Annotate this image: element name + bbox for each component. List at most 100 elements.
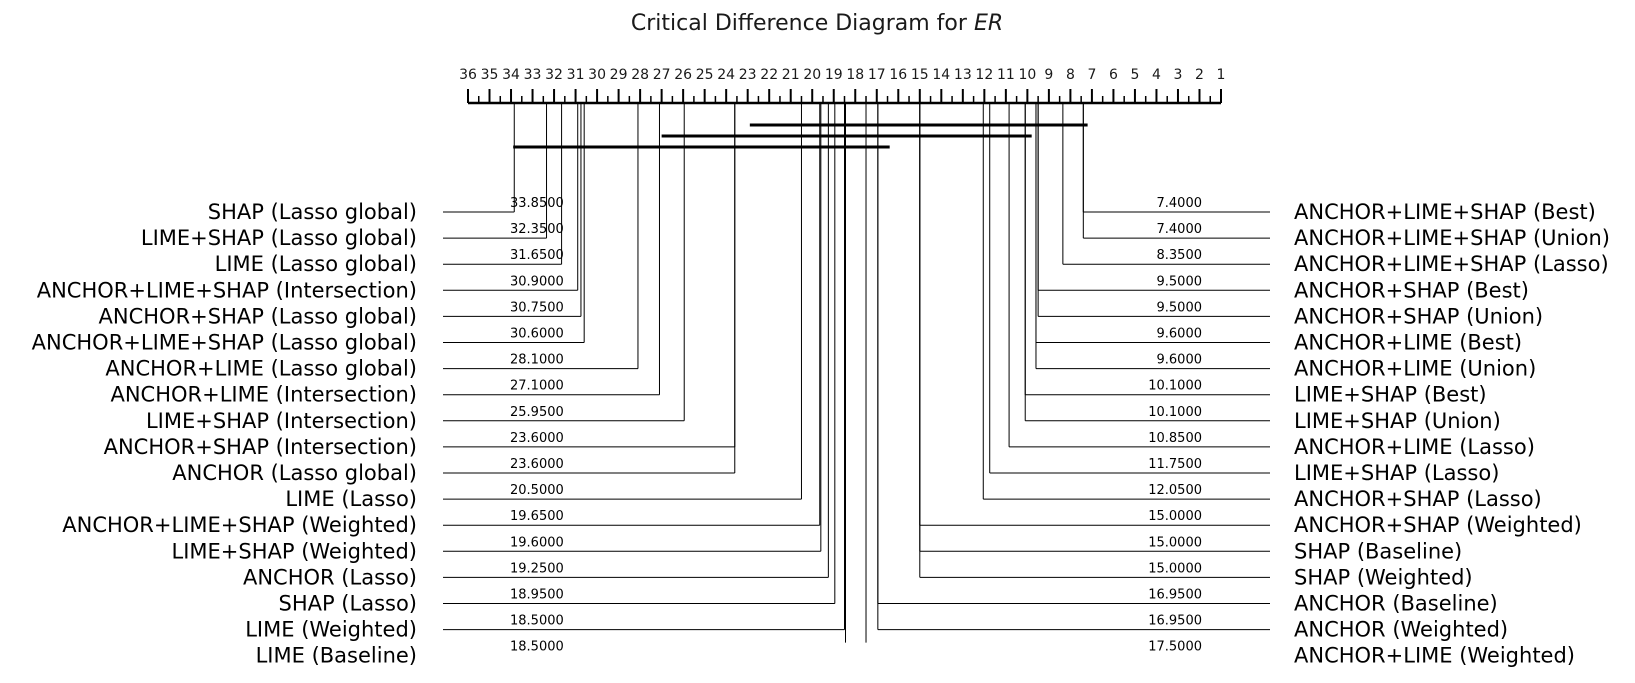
right-method-label: SHAP (Baseline) bbox=[1294, 539, 1462, 563]
left-method-label: ANCHOR (Lasso global) bbox=[172, 461, 417, 485]
right-method-label: LIME+SHAP (Union) bbox=[1294, 409, 1501, 433]
left-method-label: LIME (Lasso) bbox=[285, 487, 417, 511]
left-rank-label: 30.9000 bbox=[510, 274, 564, 289]
left-method-label: LIME (Baseline) bbox=[256, 644, 417, 668]
right-method-label: ANCHOR+LIME (Lasso) bbox=[1294, 435, 1535, 459]
axis-tick-label: 16 bbox=[889, 67, 907, 83]
left-method-label: ANCHOR+LIME+SHAP (Weighted) bbox=[62, 513, 417, 537]
axis-tick-label: 12 bbox=[975, 67, 993, 83]
right-method-label: ANCHOR+SHAP (Lasso) bbox=[1294, 487, 1542, 511]
left-rank-label: 18.5000 bbox=[510, 640, 564, 655]
left-rank-label: 32.3500 bbox=[510, 222, 564, 237]
left-rank-label: 23.6000 bbox=[510, 431, 564, 446]
right-method-label: ANCHOR+LIME (Union) bbox=[1294, 357, 1536, 381]
axis-tick-label: 22 bbox=[760, 67, 778, 83]
right-method-label: ANCHOR (Weighted) bbox=[1294, 618, 1508, 642]
right-rank-label: 15.0000 bbox=[1148, 509, 1202, 524]
right-rank-label: 10.8500 bbox=[1148, 431, 1202, 446]
left-rank-label: 30.7500 bbox=[510, 300, 564, 315]
right-rank-label: 17.5000 bbox=[1148, 640, 1202, 655]
left-rank-label: 19.2500 bbox=[510, 561, 564, 576]
axis-tick-label: 33 bbox=[524, 67, 542, 83]
right-rank-label: 10.1000 bbox=[1148, 405, 1202, 420]
axis-tick-label: 10 bbox=[1018, 67, 1036, 83]
chart-title: Critical Difference Diagram for ER bbox=[631, 11, 1003, 36]
axis-tick-label: 21 bbox=[782, 67, 800, 83]
left-method-label: ANCHOR+LIME (Intersection) bbox=[110, 383, 417, 407]
axis-tick-label: 35 bbox=[481, 67, 499, 83]
right-rank-label: 7.4000 bbox=[1157, 222, 1203, 237]
left-rank-label: 19.6000 bbox=[510, 535, 564, 550]
left-method-label: LIME+SHAP (Weighted) bbox=[172, 539, 418, 563]
right-rank-label: 9.5000 bbox=[1157, 300, 1203, 315]
axis-tick-label: 20 bbox=[803, 67, 821, 83]
right-method-label: ANCHOR+LIME+SHAP (Lasso) bbox=[1294, 252, 1609, 276]
left-method-label: ANCHOR+SHAP (Intersection) bbox=[104, 435, 417, 459]
left-rank-label: 33.8500 bbox=[510, 196, 564, 211]
right-rank-label: 16.9500 bbox=[1148, 588, 1202, 603]
left-rank-label: 27.1000 bbox=[510, 379, 564, 394]
axis-tick-label: 3 bbox=[1174, 67, 1183, 83]
right-method-label: ANCHOR+LIME (Best) bbox=[1294, 331, 1522, 355]
axis-tick-label: 17 bbox=[868, 67, 886, 83]
axis-tick-label: 29 bbox=[610, 67, 628, 83]
left-rank-label: 23.6000 bbox=[510, 457, 564, 472]
right-rank-label: 8.3500 bbox=[1157, 248, 1203, 263]
left-rank-label: 31.6500 bbox=[510, 248, 564, 263]
left-method-label: SHAP (Lasso global) bbox=[208, 200, 417, 224]
left-method-label: ANCHOR+LIME (Lasso global) bbox=[105, 357, 417, 381]
axis-tick-label: 26 bbox=[674, 67, 692, 83]
axis-tick-label: 23 bbox=[739, 67, 757, 83]
axis-tick-label: 7 bbox=[1087, 67, 1096, 83]
left-methods: SHAP (Lasso global) 33.8500 LIME+SHAP (Las… bbox=[32, 103, 846, 668]
axis-tick-label: 14 bbox=[932, 67, 950, 83]
right-method-label: ANCHOR (Baseline) bbox=[1294, 592, 1498, 616]
axis-tick-label: 25 bbox=[696, 67, 714, 83]
right-method-label: ANCHOR+SHAP (Weighted) bbox=[1294, 513, 1582, 537]
axis-tick-label: 8 bbox=[1066, 67, 1075, 83]
right-rank-label: 12.0500 bbox=[1148, 483, 1202, 498]
left-method-label: LIME+SHAP (Lasso global) bbox=[141, 226, 417, 250]
right-rank-label: 7.4000 bbox=[1157, 196, 1203, 211]
axis-tick-label: 27 bbox=[653, 67, 671, 83]
left-method-label: LIME (Lasso global) bbox=[215, 252, 417, 276]
left-rank-label: 19.6500 bbox=[510, 509, 564, 524]
right-rank-label: 15.0000 bbox=[1148, 561, 1202, 576]
axis-tick-label: 28 bbox=[631, 67, 649, 83]
axis-tick-label: 15 bbox=[911, 67, 929, 83]
right-rank-label: 15.0000 bbox=[1148, 535, 1202, 550]
right-method-label: SHAP (Weighted) bbox=[1294, 565, 1473, 589]
right-method-label: ANCHOR+LIME (Weighted) bbox=[1294, 644, 1575, 668]
left-method-label: ANCHOR+LIME+SHAP (Lasso global) bbox=[32, 331, 417, 355]
axis-tick-label: 13 bbox=[954, 67, 972, 83]
axis-tick-label: 2 bbox=[1195, 67, 1204, 83]
left-method-label: ANCHOR+SHAP (Lasso global) bbox=[99, 304, 417, 328]
right-rank-label: 10.1000 bbox=[1148, 379, 1202, 394]
right-method-label: LIME+SHAP (Best) bbox=[1294, 383, 1487, 407]
left-rank-label: 18.5000 bbox=[510, 614, 564, 629]
axis-tick-label: 30 bbox=[588, 67, 606, 83]
right-method-label: LIME+SHAP (Lasso) bbox=[1294, 461, 1499, 485]
left-rank-label: 18.9500 bbox=[510, 588, 564, 603]
left-rank-label: 30.6000 bbox=[510, 327, 564, 342]
rank-axis: 36 35 34 33 32 31 30 29 28 27 26 25 24 23 22 21 20 19 18 17… bbox=[459, 67, 1225, 105]
axis-tick-label: 24 bbox=[717, 67, 735, 83]
right-method-label: ANCHOR+LIME+SHAP (Union) bbox=[1294, 226, 1610, 250]
axis-tick-label: 34 bbox=[502, 67, 520, 83]
left-method-label: SHAP (Lasso) bbox=[278, 592, 417, 616]
axis-tick-label: 11 bbox=[997, 67, 1015, 83]
clique-bars bbox=[513, 123, 1088, 149]
axis-tick-label: 18 bbox=[846, 67, 864, 83]
right-rank-label: 9.6000 bbox=[1157, 353, 1203, 368]
left-rank-label: 20.5000 bbox=[510, 483, 564, 498]
left-method-label: ANCHOR+LIME+SHAP (Intersection) bbox=[37, 278, 417, 302]
right-method-label: ANCHOR+SHAP (Best) bbox=[1294, 278, 1529, 302]
left-rank-label: 25.9500 bbox=[510, 405, 564, 420]
right-rank-label: 9.5000 bbox=[1157, 274, 1203, 289]
axis-tick-label: 19 bbox=[825, 67, 843, 83]
right-rank-label: 9.6000 bbox=[1157, 327, 1203, 342]
axis-tick-label: 31 bbox=[567, 67, 585, 83]
left-method-label: LIME+SHAP (Intersection) bbox=[146, 409, 417, 433]
axis-tick-label: 32 bbox=[545, 67, 563, 83]
axis-tick-label: 9 bbox=[1044, 67, 1053, 83]
